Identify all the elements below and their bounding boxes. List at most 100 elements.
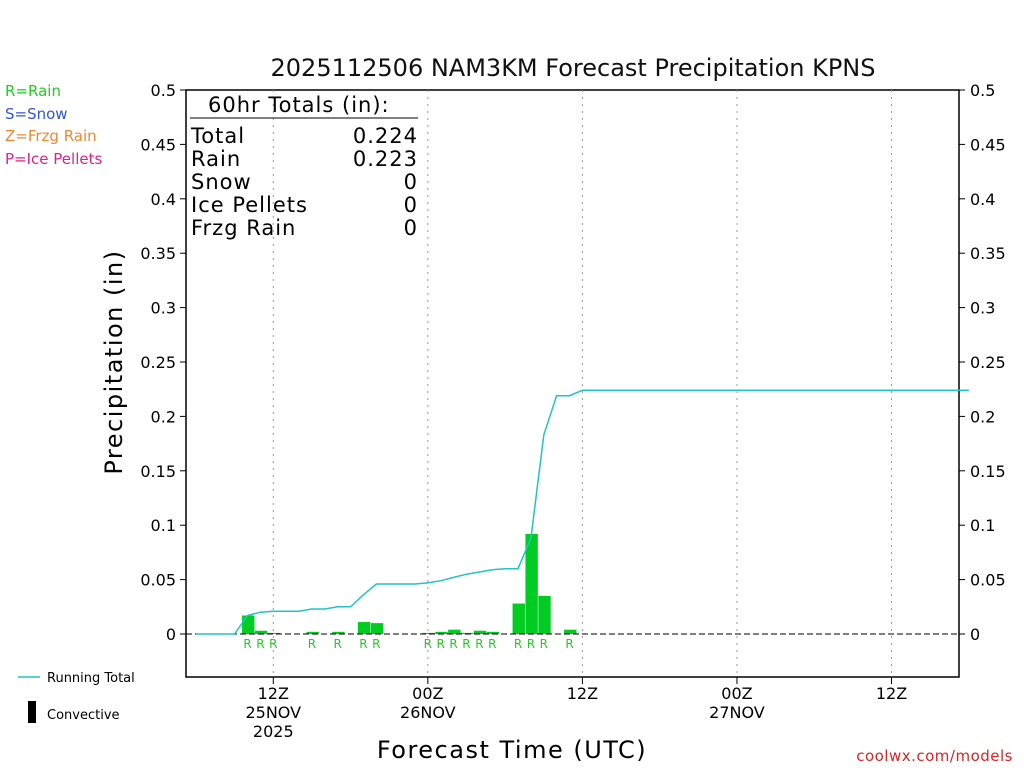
totals-label: Ice Pellets <box>191 193 308 217</box>
precip-type-legend: R=Rain S=Snow Z=Frzg Rain P=Ice Pellets <box>5 82 102 168</box>
y-tick-label: 0.05 <box>970 571 1006 590</box>
x-tick-label: 26NOV <box>400 703 456 722</box>
rain-bar <box>486 631 500 634</box>
rain-bar-label: R <box>359 637 367 651</box>
y-axis-left: 0 0.05 0.1 0.15 0.2 0.25 0.3 0.35 0.4 0.45 0.5 <box>140 81 186 644</box>
rain-bar-label: R <box>540 637 548 651</box>
convective-label: Convective <box>47 708 120 723</box>
y-tick-label: 0.3 <box>151 299 176 318</box>
rain-bar <box>435 631 448 634</box>
y-tick-label: 0.4 <box>151 190 176 209</box>
y-tick-label: 0.45 <box>970 135 1006 154</box>
rain-bar <box>461 632 474 634</box>
y-axis-right: 0 0.05 0.1 0.15 0.2 0.25 0.3 0.35 0.4 0.45 0.5 <box>959 81 1006 644</box>
rain-bar-label: R <box>243 637 251 651</box>
rain-bar <box>422 632 435 634</box>
x-tick-label: 25NOV <box>245 703 301 722</box>
rain-bar-label: R <box>437 637 445 651</box>
rain-bar-label: R <box>269 637 277 651</box>
y-tick-label: 0.4 <box>970 190 995 209</box>
x-axis-title: Forecast Time (UTC) <box>377 736 647 764</box>
x-tick-label: 2025 <box>253 722 294 741</box>
totals-value: 0 <box>404 193 418 217</box>
rain-bar-label: R <box>334 637 342 651</box>
y-tick-label: 0.2 <box>151 407 176 426</box>
rain-bar <box>306 631 319 634</box>
x-tick-label: 12Z <box>258 684 289 703</box>
rain-bar <box>267 632 281 634</box>
y-tick-label: 0.15 <box>970 462 1006 481</box>
rain-bar-label: R <box>308 637 316 651</box>
rain-bar <box>254 630 268 634</box>
totals-heading: 60hr Totals (in): <box>208 93 390 117</box>
rain-bar-label: R <box>475 637 483 651</box>
y-tick-label: 0.2 <box>970 407 995 426</box>
rain-bar-label: R <box>372 637 380 651</box>
rain-bar <box>564 629 577 634</box>
rain-bar <box>370 623 384 634</box>
legend-rain: R=Rain <box>5 82 61 100</box>
y-tick-label: 0.1 <box>970 516 995 535</box>
y-tick-label: 0 <box>166 625 176 644</box>
y-tick-label: 0.05 <box>140 571 176 590</box>
y-tick-label: 0.15 <box>140 462 176 481</box>
legend-frzg-rain: Z=Frzg Rain <box>5 127 97 145</box>
y-tick-label: 0.35 <box>970 244 1006 263</box>
rain-bar-label: R <box>256 637 264 651</box>
x-tick-label: 12Z <box>876 684 907 703</box>
plot-frame <box>185 89 960 678</box>
rain-bar <box>538 595 551 634</box>
x-tick-label: 00Z <box>721 684 752 703</box>
x-tick-label: 00Z <box>412 684 443 703</box>
x-tick-label: 12Z <box>567 684 598 703</box>
y-tick-label: 0.25 <box>970 353 1006 372</box>
rain-bar-label: R <box>449 637 457 651</box>
rain-bar <box>473 630 487 634</box>
rain-bar <box>512 603 525 634</box>
rain-bar-label: R <box>488 637 496 651</box>
running-total-line <box>196 389 969 635</box>
x-tick-label: 27NOV <box>709 703 765 722</box>
site-credit: coolwx.com/models <box>856 747 1013 765</box>
totals-value: 0 <box>404 216 418 240</box>
rain-bar <box>448 629 461 634</box>
series-legend: Running Total Convective <box>18 671 135 723</box>
legend-snow: S=Snow <box>5 105 68 123</box>
rain-bar <box>332 631 345 634</box>
rain-bar <box>242 615 255 634</box>
totals-label: Rain <box>191 147 241 171</box>
totals-box: 60hr Totals (in): Total 0.224 Rain 0.223 Sno… <box>190 93 418 240</box>
chart-title: 2025112506 NAM3KM Forecast Precipitation… <box>271 54 876 82</box>
rain-bar-label: R <box>424 637 432 651</box>
totals-value: 0.223 <box>353 147 418 171</box>
totals-rows: Total 0.224 Rain 0.223 Snow 0 Ice Pellets 0 Frzg… <box>190 124 418 240</box>
rain-bar-label: R <box>527 637 535 651</box>
totals-value: 0 <box>404 170 418 194</box>
y-tick-label: 0.45 <box>140 135 176 154</box>
running-total-label: Running Total <box>47 671 135 686</box>
y-tick-label: 0.25 <box>140 353 176 372</box>
y-tick-label: 0.5 <box>151 81 176 100</box>
y-tick-label: 0.35 <box>140 244 176 263</box>
y-tick-label: 0.5 <box>970 81 995 100</box>
legend-ice-pellets: P=Ice Pellets <box>5 150 102 168</box>
y-tick-label: 0 <box>970 625 980 644</box>
rain-bars <box>242 533 577 634</box>
totals-value: 0.224 <box>353 124 418 148</box>
y-tick-label: 0.3 <box>970 299 995 318</box>
rain-bar <box>525 533 538 634</box>
vertical-grid <box>272 90 893 677</box>
rain-bar-label: R <box>462 637 470 651</box>
totals-label: Frzg Rain <box>191 216 296 240</box>
rain-bar-label: R <box>565 637 573 651</box>
convective-swatch <box>28 701 36 723</box>
totals-label: Snow <box>191 170 252 194</box>
totals-label: Total <box>190 124 245 148</box>
rain-bar-label: R <box>514 637 522 651</box>
y-tick-label: 0.1 <box>151 516 176 535</box>
rain-bar <box>358 622 371 634</box>
y-axis-title: Precipitation (in) <box>100 249 128 474</box>
